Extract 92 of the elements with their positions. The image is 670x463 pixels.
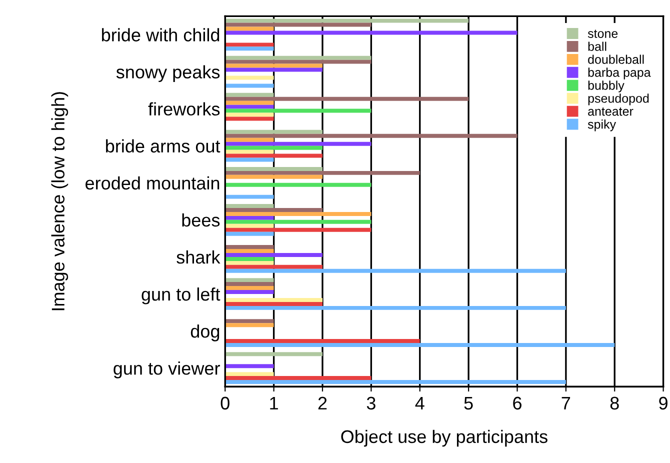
bar <box>225 84 274 88</box>
bar <box>225 64 322 68</box>
bar <box>225 194 274 199</box>
bar <box>225 92 274 97</box>
bar <box>225 46 274 51</box>
bar <box>225 212 372 216</box>
bar <box>225 42 274 47</box>
bar <box>225 96 469 101</box>
x-tick-label: 7 <box>562 396 570 410</box>
bar <box>225 134 518 138</box>
bar <box>225 18 469 23</box>
y-tick-label: shark <box>176 250 220 264</box>
bar <box>225 252 322 257</box>
x-tick-label: 6 <box>513 396 522 410</box>
bar <box>225 204 274 208</box>
bar <box>225 256 274 261</box>
bar <box>225 76 274 80</box>
x-tick-label: 4 <box>415 396 424 410</box>
x-axis-title: Object use by participants <box>341 430 548 447</box>
bar <box>225 112 274 117</box>
legend-label: stone <box>588 30 618 38</box>
legend-label: bubbly <box>588 80 624 92</box>
y-tick-label: bride with child <box>102 28 220 42</box>
bar <box>225 56 372 60</box>
x-tick-label: 9 <box>659 396 668 410</box>
bar <box>225 323 274 328</box>
x-tick-label: 3 <box>366 396 376 410</box>
bar <box>225 116 274 121</box>
bar <box>225 146 322 150</box>
bar <box>225 208 322 212</box>
y-tick-label: bees <box>182 213 220 227</box>
bar <box>225 372 274 376</box>
legend-label: barba papa <box>588 68 651 80</box>
bar <box>225 319 274 324</box>
bar <box>225 166 322 171</box>
bar <box>225 352 322 356</box>
bar <box>225 170 420 175</box>
legend-label: ball <box>588 42 606 51</box>
legend-label: pseudopod <box>588 94 649 106</box>
x-tick-label: 0 <box>220 396 230 410</box>
bar <box>225 22 372 27</box>
bar <box>225 220 372 224</box>
bar <box>225 154 322 158</box>
bar <box>225 264 322 269</box>
bar <box>225 245 274 249</box>
legend-label: doubleball <box>588 54 644 64</box>
bar <box>225 142 372 146</box>
bar <box>225 150 274 154</box>
bar <box>225 286 274 290</box>
y-axis-title: Image valence (low to high) <box>51 92 68 310</box>
x-tick-label: 1 <box>270 396 278 410</box>
bar <box>225 302 322 306</box>
bar <box>225 376 372 380</box>
bar <box>225 138 274 142</box>
bar <box>225 278 274 282</box>
bar <box>225 100 274 105</box>
y-tick-label: snowy peaks <box>116 65 220 82</box>
bar <box>225 298 322 302</box>
bar <box>225 249 274 253</box>
bar <box>225 224 274 228</box>
y-tick-label: bride arms out <box>106 139 220 153</box>
y-tick-label: eroded mountain <box>86 176 220 190</box>
bar <box>225 380 566 384</box>
y-tick-label: gun to left <box>142 287 220 304</box>
bar <box>225 232 274 236</box>
bar <box>225 60 372 64</box>
bar <box>225 260 274 265</box>
x-tick-label: 8 <box>610 396 619 410</box>
bar <box>225 130 322 134</box>
bar <box>225 108 372 113</box>
y-tick-label: fireworks <box>148 102 220 116</box>
bar <box>225 268 566 273</box>
bar <box>225 228 372 232</box>
bar <box>225 290 274 294</box>
bar <box>225 174 322 179</box>
bar <box>225 182 372 187</box>
y-tick-label: dog <box>190 324 220 342</box>
bar <box>225 339 420 343</box>
bar <box>225 364 274 368</box>
x-tick-label: 2 <box>318 396 327 410</box>
bar <box>225 30 518 35</box>
bar <box>225 104 274 109</box>
legend-label: spiky <box>588 120 616 132</box>
bar <box>225 158 274 162</box>
bar <box>225 306 566 310</box>
bar <box>225 216 274 220</box>
legend-label: anteater <box>588 108 634 116</box>
bar <box>225 342 615 347</box>
x-tick-label: 5 <box>464 396 473 410</box>
bar <box>225 68 322 72</box>
y-tick-label: gun to viewer <box>114 362 220 378</box>
bar <box>225 282 274 286</box>
